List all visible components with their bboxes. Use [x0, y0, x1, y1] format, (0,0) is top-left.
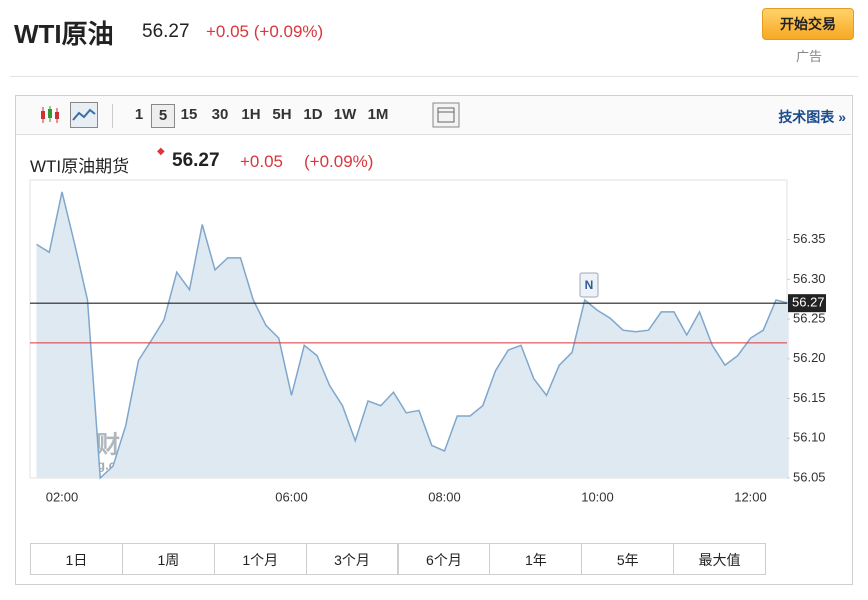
x-tick-label: 06:00: [275, 489, 308, 504]
chart: 英为财情Investing.com56.0556.1056.1556.2056.…: [29, 179, 826, 504]
range-button[interactable]: 1日: [30, 543, 123, 575]
y-tick-label: 56.05: [793, 469, 826, 484]
range-button[interactable]: 1年: [489, 543, 583, 575]
chart-change-pct: (+0.09%): [304, 152, 374, 171]
interval-button[interactable]: 5H: [272, 106, 292, 123]
y-tick-label: 56.30: [793, 271, 826, 286]
range-button[interactable]: 1周: [121, 543, 215, 575]
chart-change: +0.05: [240, 152, 284, 171]
change: +0.05 (+0.09%): [206, 22, 324, 41]
y-tick-label: 56.25: [793, 311, 826, 326]
x-tick-label: 02:00: [46, 489, 79, 504]
x-tick-label: 12:00: [734, 489, 767, 504]
x-tick-label: 10:00: [581, 489, 614, 504]
line: [36, 191, 789, 480]
interval-button[interactable]: 5: [151, 104, 175, 128]
technical-chart-link[interactable]: 技术图表 »: [778, 109, 846, 125]
range-button[interactable]: 6个月: [397, 543, 491, 575]
interval-button[interactable]: 1W: [333, 106, 357, 123]
interval-button[interactable]: 1D: [303, 106, 323, 123]
y-tick-label: 56.10: [793, 430, 826, 445]
range-button[interactable]: 5年: [581, 543, 675, 575]
area: [36, 191, 789, 479]
x-tick-label: 08:00: [428, 489, 461, 504]
chart-widget: [15, 95, 853, 585]
chart-price: 56.27: [172, 150, 220, 171]
y-tick-label: 56.20: [793, 350, 826, 365]
settings-icon[interactable]: [432, 102, 460, 128]
news-marker-label: N: [585, 278, 594, 292]
up-arrow: ◆: [157, 146, 165, 157]
ad-label: 广告: [796, 49, 823, 64]
range-button[interactable]: 1个月: [213, 543, 307, 575]
interval-button[interactable]: 1: [134, 106, 144, 123]
chart-title: WTI原油期货: [30, 157, 130, 176]
trade-button[interactable]: 开始交易: [762, 8, 854, 40]
range-button[interactable]: 最大值: [673, 543, 766, 575]
range-button[interactable]: 3个月: [305, 543, 399, 575]
interval-button[interactable]: 1H: [241, 106, 261, 123]
interval-button[interactable]: 1M: [367, 106, 389, 123]
interval-button[interactable]: 30: [211, 106, 229, 123]
interval-button[interactable]: 15: [180, 106, 198, 123]
news-marker: [579, 272, 599, 298]
line-icon[interactable]: [70, 102, 98, 128]
last-price-label: 56.27: [792, 295, 825, 310]
last-price-tag: [788, 294, 826, 313]
y-tick-label: 56.35: [793, 231, 826, 246]
separator: [10, 76, 858, 77]
divider: [112, 104, 113, 128]
instrument-title: WTI原油: [14, 19, 114, 49]
y-tick-label: 56.15: [793, 390, 826, 405]
price: 56.27: [142, 21, 190, 42]
candle-icon[interactable]: [38, 104, 62, 126]
